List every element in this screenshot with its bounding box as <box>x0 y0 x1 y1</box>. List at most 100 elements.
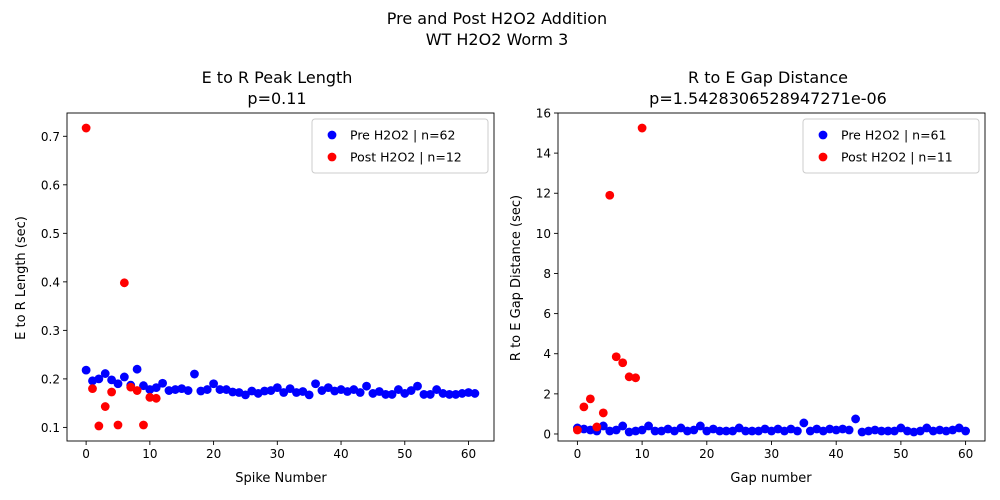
data-point <box>618 358 628 368</box>
data-point <box>394 385 403 394</box>
data-point <box>81 365 91 375</box>
series-post-h2o2 <box>81 123 161 431</box>
legend-marker <box>818 130 828 140</box>
x-tick-label: 60 <box>461 447 476 461</box>
data-point <box>355 388 365 397</box>
legend-marker <box>327 152 337 162</box>
data-point <box>419 390 429 399</box>
data-point <box>107 375 117 385</box>
y-tick-label: 2 <box>543 387 551 401</box>
data-point <box>592 422 602 432</box>
data-point <box>611 352 621 362</box>
y-tick-label: 0.2 <box>41 372 60 386</box>
data-point <box>119 278 129 288</box>
data-point <box>579 424 589 434</box>
data-point <box>605 190 615 200</box>
data-point <box>909 427 919 437</box>
legend: Pre H2O2 | n=61 Post H2O2 | n=11 <box>802 118 980 174</box>
data-point <box>624 427 634 437</box>
legend-label: Post H2O2 | n=12 <box>350 150 462 165</box>
data-point <box>637 123 647 133</box>
y-tick-label: 0.7 <box>41 130 60 144</box>
data-point <box>870 425 880 435</box>
data-point <box>362 381 371 391</box>
x-tick-label: 20 <box>699 447 714 461</box>
data-point <box>190 369 199 379</box>
data-point <box>119 372 129 382</box>
data-point <box>113 420 123 430</box>
x-tick-label: 40 <box>333 447 348 461</box>
data-point <box>94 421 104 431</box>
x-tick-label: 0 <box>574 447 582 461</box>
data-point <box>279 388 289 397</box>
legend-label: Pre H2O2 | n=61 <box>841 128 946 143</box>
data-point <box>624 372 634 382</box>
data-point <box>100 402 110 411</box>
data-point <box>838 424 848 434</box>
y-tick-label: 14 <box>536 147 551 161</box>
data-point <box>260 386 269 396</box>
chart-title-line2: p=0.11 <box>247 89 306 108</box>
data-point <box>413 381 422 391</box>
data-point <box>151 393 161 403</box>
y-tick-label: 0.1 <box>41 421 60 435</box>
y-axis-label: E to R Length (sec) <box>14 216 29 340</box>
data-point <box>689 425 699 435</box>
data-point <box>158 378 167 388</box>
data-point <box>864 426 873 436</box>
data-point <box>107 387 117 397</box>
data-point <box>605 426 615 436</box>
series-pre-h2o2 <box>81 364 480 400</box>
data-point <box>935 425 945 435</box>
data-point <box>741 426 751 436</box>
suptitle-line2: WT H2O2 Worm 3 <box>426 30 569 49</box>
data-point <box>81 123 91 133</box>
chart-title-line1: E to R Peak Length <box>202 68 353 87</box>
suptitle-line1: Pre and Post H2O2 Addition <box>387 9 607 28</box>
data-point <box>151 383 161 393</box>
x-tick-label: 60 <box>958 447 973 461</box>
data-point <box>792 426 802 436</box>
axes-frame <box>66 112 495 442</box>
y-tick-label: 0 <box>543 427 551 441</box>
data-point <box>611 425 621 435</box>
data-point <box>585 394 595 404</box>
data-point <box>228 387 238 397</box>
data-point <box>202 385 212 394</box>
data-point <box>844 425 854 435</box>
y-tick-label: 0.3 <box>41 324 60 338</box>
data-point <box>831 425 841 435</box>
y-tick-label: 6 <box>543 307 551 321</box>
y-tick-label: 16 <box>536 107 551 121</box>
data-point <box>209 379 218 389</box>
x-tick-label: 10 <box>634 447 649 461</box>
y-tick-label: 4 <box>543 347 551 361</box>
data-point <box>857 427 867 437</box>
data-point <box>304 390 314 400</box>
data-point <box>113 379 123 389</box>
series-pre-h2o2 <box>573 414 970 437</box>
y-tick-label: 0.4 <box>41 275 60 289</box>
legend-label: Post H2O2 | n=11 <box>841 150 953 165</box>
x-tick-label: 30 <box>270 447 285 461</box>
data-point <box>183 386 193 395</box>
data-point <box>381 390 391 399</box>
data-point <box>851 414 861 424</box>
data-point <box>88 384 97 393</box>
data-point <box>132 364 142 374</box>
data-point <box>631 426 641 436</box>
data-point <box>573 425 582 435</box>
data-point <box>902 426 912 436</box>
data-point <box>94 374 104 384</box>
y-tick-label: 8 <box>543 267 551 281</box>
data-point <box>682 426 692 436</box>
data-point <box>877 426 886 436</box>
data-point <box>470 389 480 398</box>
data-point <box>928 426 938 436</box>
data-point <box>132 386 142 395</box>
y-tick-label: 10 <box>536 227 551 241</box>
data-point <box>650 426 660 436</box>
x-tick-label: 20 <box>206 447 221 461</box>
legend-box <box>802 118 980 174</box>
